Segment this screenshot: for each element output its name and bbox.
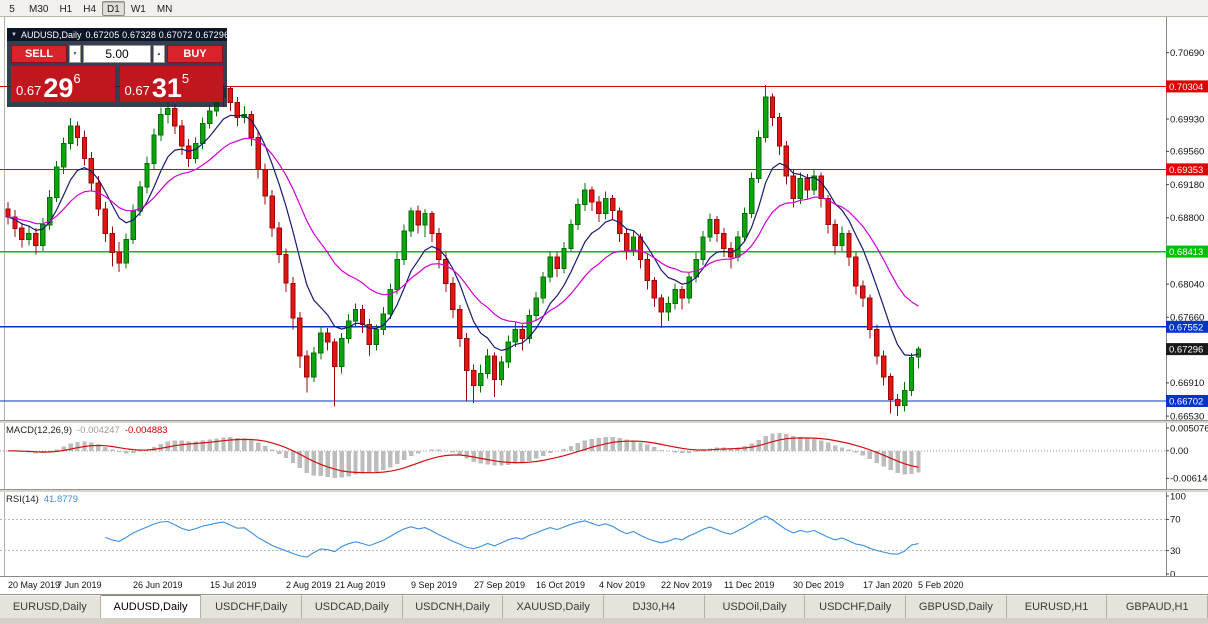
chart-tab-usdchf-daily[interactable]: USDCHF,Daily xyxy=(201,595,303,618)
buy-price-sup: 5 xyxy=(181,71,190,86)
buy-price-base: 0.67 xyxy=(124,83,150,98)
price-axis-tick: 0.69560 xyxy=(1170,147,1204,158)
price-axis-tick: 0.68040 xyxy=(1170,279,1204,290)
volume-increase-button[interactable]: ▲ xyxy=(153,45,165,63)
level-price-label: 0.69353 xyxy=(1169,165,1203,176)
timeframe-button-m30[interactable]: M30 xyxy=(29,3,49,15)
chart-tab-usdoil-daily[interactable]: USDOil,Daily xyxy=(704,595,806,618)
moving-average-line xyxy=(7,137,919,325)
volume-input[interactable]: 5.00 xyxy=(83,45,151,63)
date-axis-tick: 27 Sep 2019 xyxy=(474,580,526,590)
date-axis-tick: 20 May 2019 xyxy=(8,580,61,590)
chart-tab-eurusd-daily[interactable]: EURUSD,Daily xyxy=(0,595,101,618)
chart-tab-xauusd-daily[interactable]: XAUUSD,Daily xyxy=(503,595,605,618)
volume-decrease-button[interactable]: ▼ xyxy=(69,45,81,63)
chart-window: 0.70690 0.69930 0.69560 0.69180 0.68800 0.680… xyxy=(0,17,1208,594)
date-axis-tick: 15 Jul 2019 xyxy=(210,580,257,590)
macd-main-value: -0.004247 xyxy=(77,425,120,436)
timeframe-button-h4[interactable]: H4 xyxy=(83,3,97,15)
chart-tab-bar: EURUSD,Daily AUDUSD,Daily USDCHF,Daily USDC… xyxy=(0,594,1208,618)
level-price-label: 0.68413 xyxy=(1169,247,1203,258)
collapse-panel-icon[interactable]: ▼ xyxy=(11,31,17,38)
date-axis-tick: 16 Oct 2019 xyxy=(536,580,586,590)
rsi-axis-tick: 70 xyxy=(1170,515,1181,526)
macd-label-row: MACD(12,26,9) -0.004247 -0.004883 xyxy=(6,425,168,436)
date-axis-tick: 7 Jun 2019 xyxy=(57,580,102,590)
rsi-line xyxy=(105,515,919,558)
date-axis-tick: 17 Jan 2020 xyxy=(863,580,913,590)
price-axis-tick: 0.68800 xyxy=(1170,213,1204,224)
chart-symbol-label: AUDUSD,Daily xyxy=(20,29,82,40)
chart-tab-usdcad-daily[interactable]: USDCAD,Daily xyxy=(302,595,403,618)
rsi-indicator-canvas[interactable]: 100 70 30 0 xyxy=(0,492,1208,576)
macd-axis-tick: 0.005076 xyxy=(1170,423,1208,434)
buy-button[interactable]: BUY xyxy=(167,45,223,63)
date-axis-tick: 22 Nov 2019 xyxy=(661,580,713,590)
sell-price-sup: 6 xyxy=(73,71,81,86)
price-axis-tick: 0.70690 xyxy=(1170,48,1204,59)
timeframe-toolbar: 5 M30 H1 H4 D1 W1 MN xyxy=(0,0,1208,17)
timeframe-button-h1[interactable]: H1 xyxy=(59,3,73,15)
date-axis-tick: 9 Sep 2019 xyxy=(411,580,458,590)
macd-name: MACD(12,26,9) xyxy=(6,425,72,436)
current-price-label: 0.67296 xyxy=(1169,345,1203,356)
chart-tab-usdcnh-daily[interactable]: USDCNH,Daily xyxy=(402,595,504,618)
macd-signal-value: -0.004883 xyxy=(124,425,168,436)
sell-price-display[interactable]: 0.67 29 6 xyxy=(11,66,115,102)
candlestick-series xyxy=(5,85,922,417)
moving-average-line xyxy=(7,114,919,357)
chart-tab-eurusd-h1[interactable]: EURUSD,H1 xyxy=(1006,595,1108,618)
price-chart-canvas[interactable]: 0.70690 0.69930 0.69560 0.69180 0.68800 0.680… xyxy=(0,17,1208,420)
date-axis-tick: 21 Aug 2019 xyxy=(335,580,386,590)
one-click-trading-panel: ▼ AUDUSD,Daily 0.67205 0.67328 0.67072 0… xyxy=(7,28,230,107)
rsi-axis-tick: 0 xyxy=(1170,569,1175,576)
sell-price-big: 29 xyxy=(43,72,74,103)
price-axis-tick: 0.67660 xyxy=(1170,313,1204,324)
chart-tab-gbpusd-daily[interactable]: GBPUSD,Daily xyxy=(906,595,1007,618)
rsi-label-row: RSI(14) 41.8779 xyxy=(6,494,78,505)
price-axis-tick: 0.66910 xyxy=(1170,378,1204,389)
buy-price-big: 31 xyxy=(151,72,182,103)
rsi-value: 41.8779 xyxy=(43,494,79,505)
sell-button[interactable]: SELL xyxy=(11,45,67,63)
macd-axis-tick: -0.006140 xyxy=(1170,474,1208,485)
buy-price-display[interactable]: 0.67 31 5 xyxy=(119,66,223,103)
sell-price-base: 0.67 xyxy=(16,83,42,98)
date-axis-tick: 26 Jun 2019 xyxy=(133,580,183,590)
timeframe-button-5[interactable]: 5 xyxy=(9,3,15,15)
rsi-axis-tick: 100 xyxy=(1170,492,1186,502)
timeframe-button-d1[interactable]: D1 xyxy=(102,0,125,16)
macd-axis-tick: 0.00 xyxy=(1170,446,1189,457)
chart-info-bar: ▼ AUDUSD,Daily 0.67205 0.67328 0.67072 0… xyxy=(7,28,230,41)
level-price-label: 0.70304 xyxy=(1169,82,1203,93)
chart-ohlc-values: 0.67205 0.67328 0.67072 0.67296 xyxy=(85,29,230,40)
date-axis-tick: 11 Dec 2019 xyxy=(724,580,775,590)
chart-tab-gbpaud-h1[interactable]: GBPAUD,H1 xyxy=(1107,595,1208,618)
macd-indicator-canvas[interactable]: 0.005076 0.00 -0.006140 xyxy=(0,423,1208,489)
level-price-label: 0.67552 xyxy=(1169,322,1203,333)
price-axis-tick: 0.69180 xyxy=(1170,180,1204,191)
price-axis-tick: 0.66530 xyxy=(1170,411,1204,420)
date-axis-tick: 30 Dec 2019 xyxy=(793,580,845,590)
chart-tab-dj30-h4[interactable]: DJ30,H4 xyxy=(604,595,705,618)
macd-signal-line xyxy=(7,437,919,474)
date-axis[interactable]: 20 May 2019 7 Jun 2019 26 Jun 2019 15 Jul 2… xyxy=(0,576,1208,594)
date-axis-tick: 5 Feb 2020 xyxy=(918,580,964,590)
price-axis-tick: 0.69930 xyxy=(1170,114,1204,125)
rsi-axis-tick: 30 xyxy=(1170,546,1181,557)
level-price-label: 0.66702 xyxy=(1169,397,1203,408)
chart-tab-usdchf-daily[interactable]: USDCHF,Daily xyxy=(805,595,907,618)
date-axis-tick: 4 Nov 2019 xyxy=(599,580,646,590)
date-axis-tick: 2 Aug 2019 xyxy=(286,580,332,590)
timeframe-button-mn[interactable]: MN xyxy=(156,3,173,15)
timeframe-button-w1[interactable]: W1 xyxy=(130,3,146,15)
chart-tab-audusd-daily[interactable]: AUDUSD,Daily xyxy=(100,595,202,618)
panel-splitter[interactable] xyxy=(0,489,1208,492)
macd-histogram xyxy=(5,433,921,479)
rsi-name: RSI(14) xyxy=(6,494,39,505)
window-bottom-strip xyxy=(0,618,1208,624)
panel-splitter[interactable] xyxy=(0,420,1208,423)
